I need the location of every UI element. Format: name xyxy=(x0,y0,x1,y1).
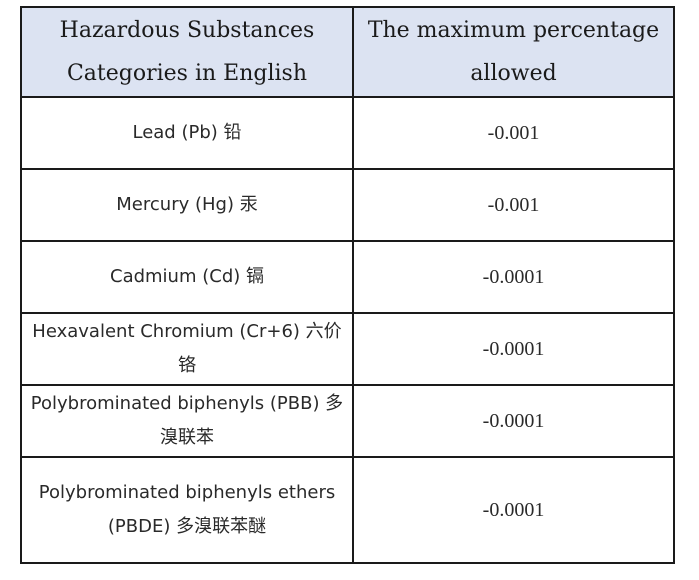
substance-cell: Cadmium (Cd) 镉 xyxy=(20,240,354,314)
table-row: Mercury (Hg) 汞 -0.001 xyxy=(20,168,675,242)
max-percentage-cell: -0.0001 xyxy=(352,384,675,458)
substance-cell: Polybrominated biphenyls (PBB) 多溴联苯 xyxy=(20,384,354,458)
table-row: Hexavalent Chromium (Cr+6) 六价铬 -0.0001 xyxy=(20,312,675,386)
header-substance: Hazardous Substances Categories in Engli… xyxy=(20,6,354,98)
max-percentage-cell: -0.0001 xyxy=(352,312,675,386)
table-row: Polybrominated biphenyls (PBB) 多溴联苯 -0.0… xyxy=(20,384,675,458)
max-percentage-cell: -0.0001 xyxy=(352,456,675,564)
header-row: Hazardous Substances Categories in Engli… xyxy=(20,6,675,98)
table-row: Polybrominated biphenyls ethers (PBDE) 多… xyxy=(20,456,675,564)
max-percentage-cell: -0.0001 xyxy=(352,240,675,314)
substance-cell: Lead (Pb) 铅 xyxy=(20,96,354,170)
table-row: Cadmium (Cd) 镉 -0.0001 xyxy=(20,240,675,314)
max-percentage-cell: -0.001 xyxy=(352,96,675,170)
hazardous-substances-table: Hazardous Substances Categories in Engli… xyxy=(20,6,675,564)
header-max-percentage: The maximum percentage allowed xyxy=(352,6,675,98)
max-percentage-cell: -0.001 xyxy=(352,168,675,242)
table-row: Lead (Pb) 铅 -0.001 xyxy=(20,96,675,170)
substance-cell: Polybrominated biphenyls ethers (PBDE) 多… xyxy=(20,456,354,564)
substance-cell: Hexavalent Chromium (Cr+6) 六价铬 xyxy=(20,312,354,386)
substance-cell: Mercury (Hg) 汞 xyxy=(20,168,354,242)
